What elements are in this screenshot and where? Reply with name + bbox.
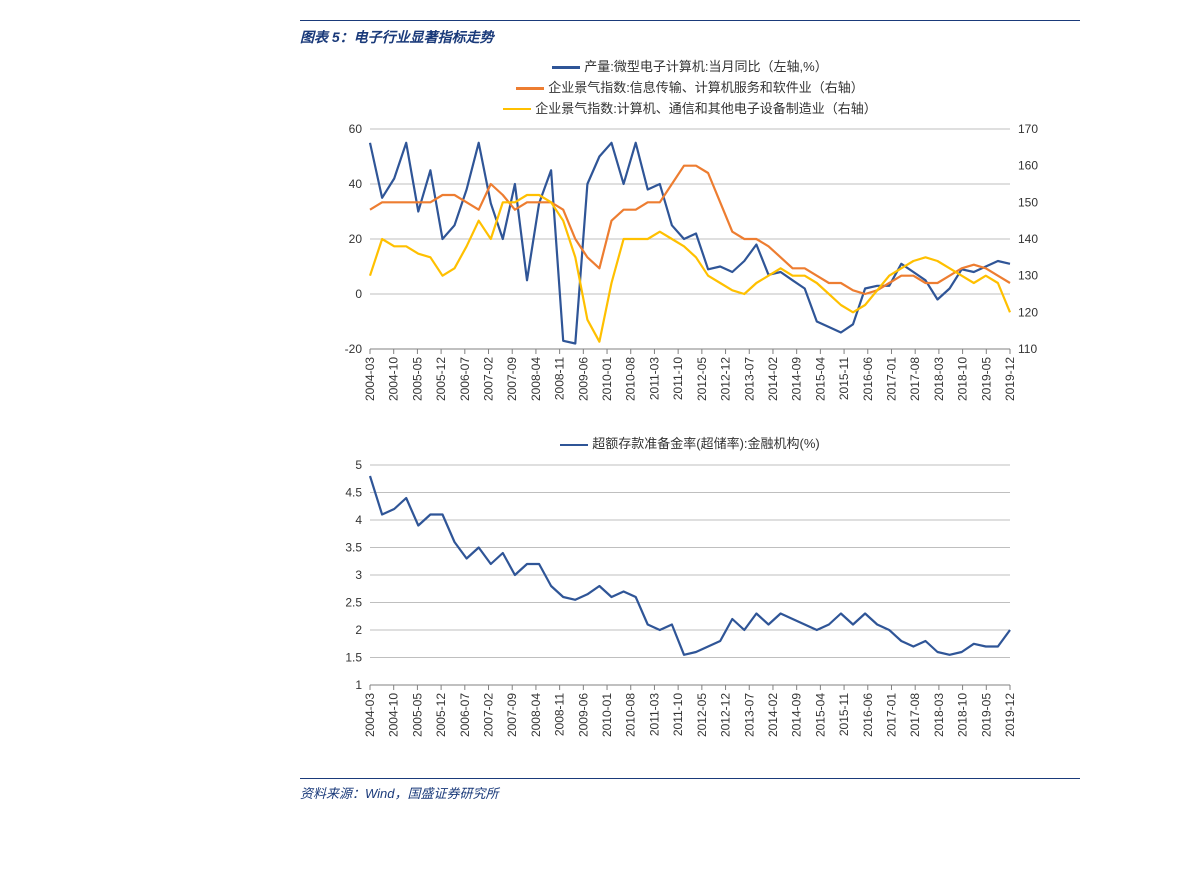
chart-2-legend: 超额存款准备金率(超储率):金融机构(%) <box>300 434 1080 455</box>
svg-text:4.5: 4.5 <box>345 486 362 500</box>
svg-text:2011-10: 2011-10 <box>671 693 685 736</box>
source-text: 资料来源：Wind，国盛证券研究所 <box>300 786 499 801</box>
svg-text:2011-03: 2011-03 <box>647 693 661 736</box>
figure-title: 图表 5：电子行业显著指标走势 <box>300 29 494 45</box>
legend-item: 产量:微型电子计算机:当月同比（左轴,%） <box>300 57 1080 78</box>
svg-text:2005-12: 2005-12 <box>434 357 448 401</box>
svg-text:2009-06: 2009-06 <box>576 693 590 737</box>
svg-text:0: 0 <box>355 287 362 301</box>
svg-text:2019-12: 2019-12 <box>1003 357 1017 401</box>
svg-text:130: 130 <box>1018 269 1038 283</box>
svg-text:2015-11: 2015-11 <box>837 357 851 400</box>
svg-text:2012-12: 2012-12 <box>719 693 733 737</box>
svg-text:2008-11: 2008-11 <box>553 357 567 400</box>
svg-text:170: 170 <box>1018 122 1038 136</box>
svg-text:2016-06: 2016-06 <box>861 357 875 401</box>
svg-text:2007-02: 2007-02 <box>482 693 496 737</box>
svg-text:2014-02: 2014-02 <box>766 693 780 737</box>
svg-text:2005-12: 2005-12 <box>434 693 448 737</box>
svg-text:150: 150 <box>1018 196 1038 210</box>
svg-text:2010-01: 2010-01 <box>600 693 614 737</box>
svg-text:2004-10: 2004-10 <box>387 357 401 401</box>
svg-text:2004-03: 2004-03 <box>363 693 377 737</box>
svg-text:120: 120 <box>1018 306 1038 320</box>
svg-text:2012-12: 2012-12 <box>719 357 733 401</box>
svg-text:2018-03: 2018-03 <box>932 357 946 401</box>
svg-text:2010-01: 2010-01 <box>600 357 614 401</box>
svg-text:-20: -20 <box>345 342 363 356</box>
svg-text:60: 60 <box>349 122 363 136</box>
svg-text:140: 140 <box>1018 232 1038 246</box>
svg-text:2017-01: 2017-01 <box>884 357 898 401</box>
legend-item: 企业景气指数:计算机、通信和其他电子设备制造业（右轴） <box>300 99 1080 120</box>
svg-text:2004-10: 2004-10 <box>387 693 401 737</box>
svg-text:40: 40 <box>349 177 363 191</box>
svg-text:1.5: 1.5 <box>345 651 362 665</box>
svg-text:3.5: 3.5 <box>345 541 362 555</box>
svg-text:2011-03: 2011-03 <box>647 357 661 400</box>
svg-text:2007-02: 2007-02 <box>482 357 496 401</box>
legend-label: 企业景气指数:信息传输、计算机服务和软件业（右轴） <box>548 80 864 95</box>
legend-swatch <box>503 108 531 111</box>
legend-label: 企业景气指数:计算机、通信和其他电子设备制造业（右轴） <box>535 101 877 116</box>
chart-1-legend: 产量:微型电子计算机:当月同比（左轴,%） 企业景气指数:信息传输、计算机服务和软… <box>300 57 1080 119</box>
svg-text:2015-04: 2015-04 <box>813 693 827 737</box>
svg-text:2014-09: 2014-09 <box>790 357 804 401</box>
svg-text:2017-08: 2017-08 <box>908 693 922 737</box>
svg-text:2013-07: 2013-07 <box>742 693 756 737</box>
chart-1-svg: -20 0 20 40 60 110 120 130 140 150 160 170 2004-03 20… <box>300 119 1080 429</box>
svg-text:4: 4 <box>355 513 362 527</box>
svg-text:2012-05: 2012-05 <box>695 357 709 401</box>
source-bar: 资料来源：Wind，国盛证券研究所 <box>300 778 1080 803</box>
chart-1: 产量:微型电子计算机:当月同比（左轴,%） 企业景气指数:信息传输、计算机服务和软… <box>300 57 1080 434</box>
svg-text:2017-08: 2017-08 <box>908 357 922 401</box>
svg-text:2006-07: 2006-07 <box>458 693 472 737</box>
svg-text:2011-10: 2011-10 <box>671 357 685 400</box>
figure-title-bar: 图表 5：电子行业显著指标走势 <box>300 20 1080 47</box>
legend-swatch <box>516 87 544 90</box>
svg-text:2.5: 2.5 <box>345 596 362 610</box>
svg-text:2010-08: 2010-08 <box>624 693 638 737</box>
svg-text:2007-09: 2007-09 <box>505 693 519 737</box>
svg-text:2018-10: 2018-10 <box>956 357 970 401</box>
svg-text:2016-06: 2016-06 <box>861 693 875 737</box>
svg-text:2018-03: 2018-03 <box>932 693 946 737</box>
svg-text:2: 2 <box>355 623 362 637</box>
svg-text:20: 20 <box>349 232 363 246</box>
svg-text:2005-05: 2005-05 <box>410 693 424 737</box>
svg-text:2005-05: 2005-05 <box>410 357 424 401</box>
chart-2-svg: 1 1.5 2 2.5 3 3.5 4 4.5 5 2004-03 2004-10 2005-05 20… <box>300 455 1080 765</box>
svg-text:2019-05: 2019-05 <box>979 693 993 737</box>
svg-text:3: 3 <box>355 568 362 582</box>
svg-text:2017-01: 2017-01 <box>884 693 898 737</box>
legend-item: 超额存款准备金率(超储率):金融机构(%) <box>300 434 1080 455</box>
svg-text:2007-09: 2007-09 <box>505 357 519 401</box>
svg-text:2008-04: 2008-04 <box>529 357 543 401</box>
svg-text:2009-06: 2009-06 <box>576 357 590 401</box>
legend-swatch <box>560 444 588 447</box>
chart-2: 超额存款准备金率(超储率):金融机构(%) 1 1.5 2 2.5 3 3.5 4 4.5 5 2… <box>300 434 1080 770</box>
svg-text:2018-10: 2018-10 <box>956 693 970 737</box>
svg-text:2010-08: 2010-08 <box>624 357 638 401</box>
svg-text:2012-05: 2012-05 <box>695 693 709 737</box>
svg-text:110: 110 <box>1018 342 1037 356</box>
svg-text:2013-07: 2013-07 <box>742 357 756 401</box>
legend-swatch <box>552 66 580 69</box>
svg-text:2019-12: 2019-12 <box>1003 693 1017 737</box>
svg-text:5: 5 <box>355 458 362 472</box>
svg-text:2006-07: 2006-07 <box>458 357 472 401</box>
svg-text:2015-04: 2015-04 <box>813 357 827 401</box>
legend-item: 企业景气指数:信息传输、计算机服务和软件业（右轴） <box>300 78 1080 99</box>
svg-text:2015-11: 2015-11 <box>837 693 851 736</box>
svg-text:2014-09: 2014-09 <box>790 693 804 737</box>
svg-text:1: 1 <box>355 678 362 692</box>
legend-label: 产量:微型电子计算机:当月同比（左轴,%） <box>584 59 827 74</box>
svg-text:2008-04: 2008-04 <box>529 693 543 737</box>
svg-text:2008-11: 2008-11 <box>553 693 567 736</box>
svg-text:160: 160 <box>1018 159 1038 173</box>
svg-text:2019-05: 2019-05 <box>979 357 993 401</box>
svg-text:2014-02: 2014-02 <box>766 357 780 401</box>
legend-label: 超额存款准备金率(超储率):金融机构(%) <box>592 436 820 451</box>
svg-text:2004-03: 2004-03 <box>363 357 377 401</box>
